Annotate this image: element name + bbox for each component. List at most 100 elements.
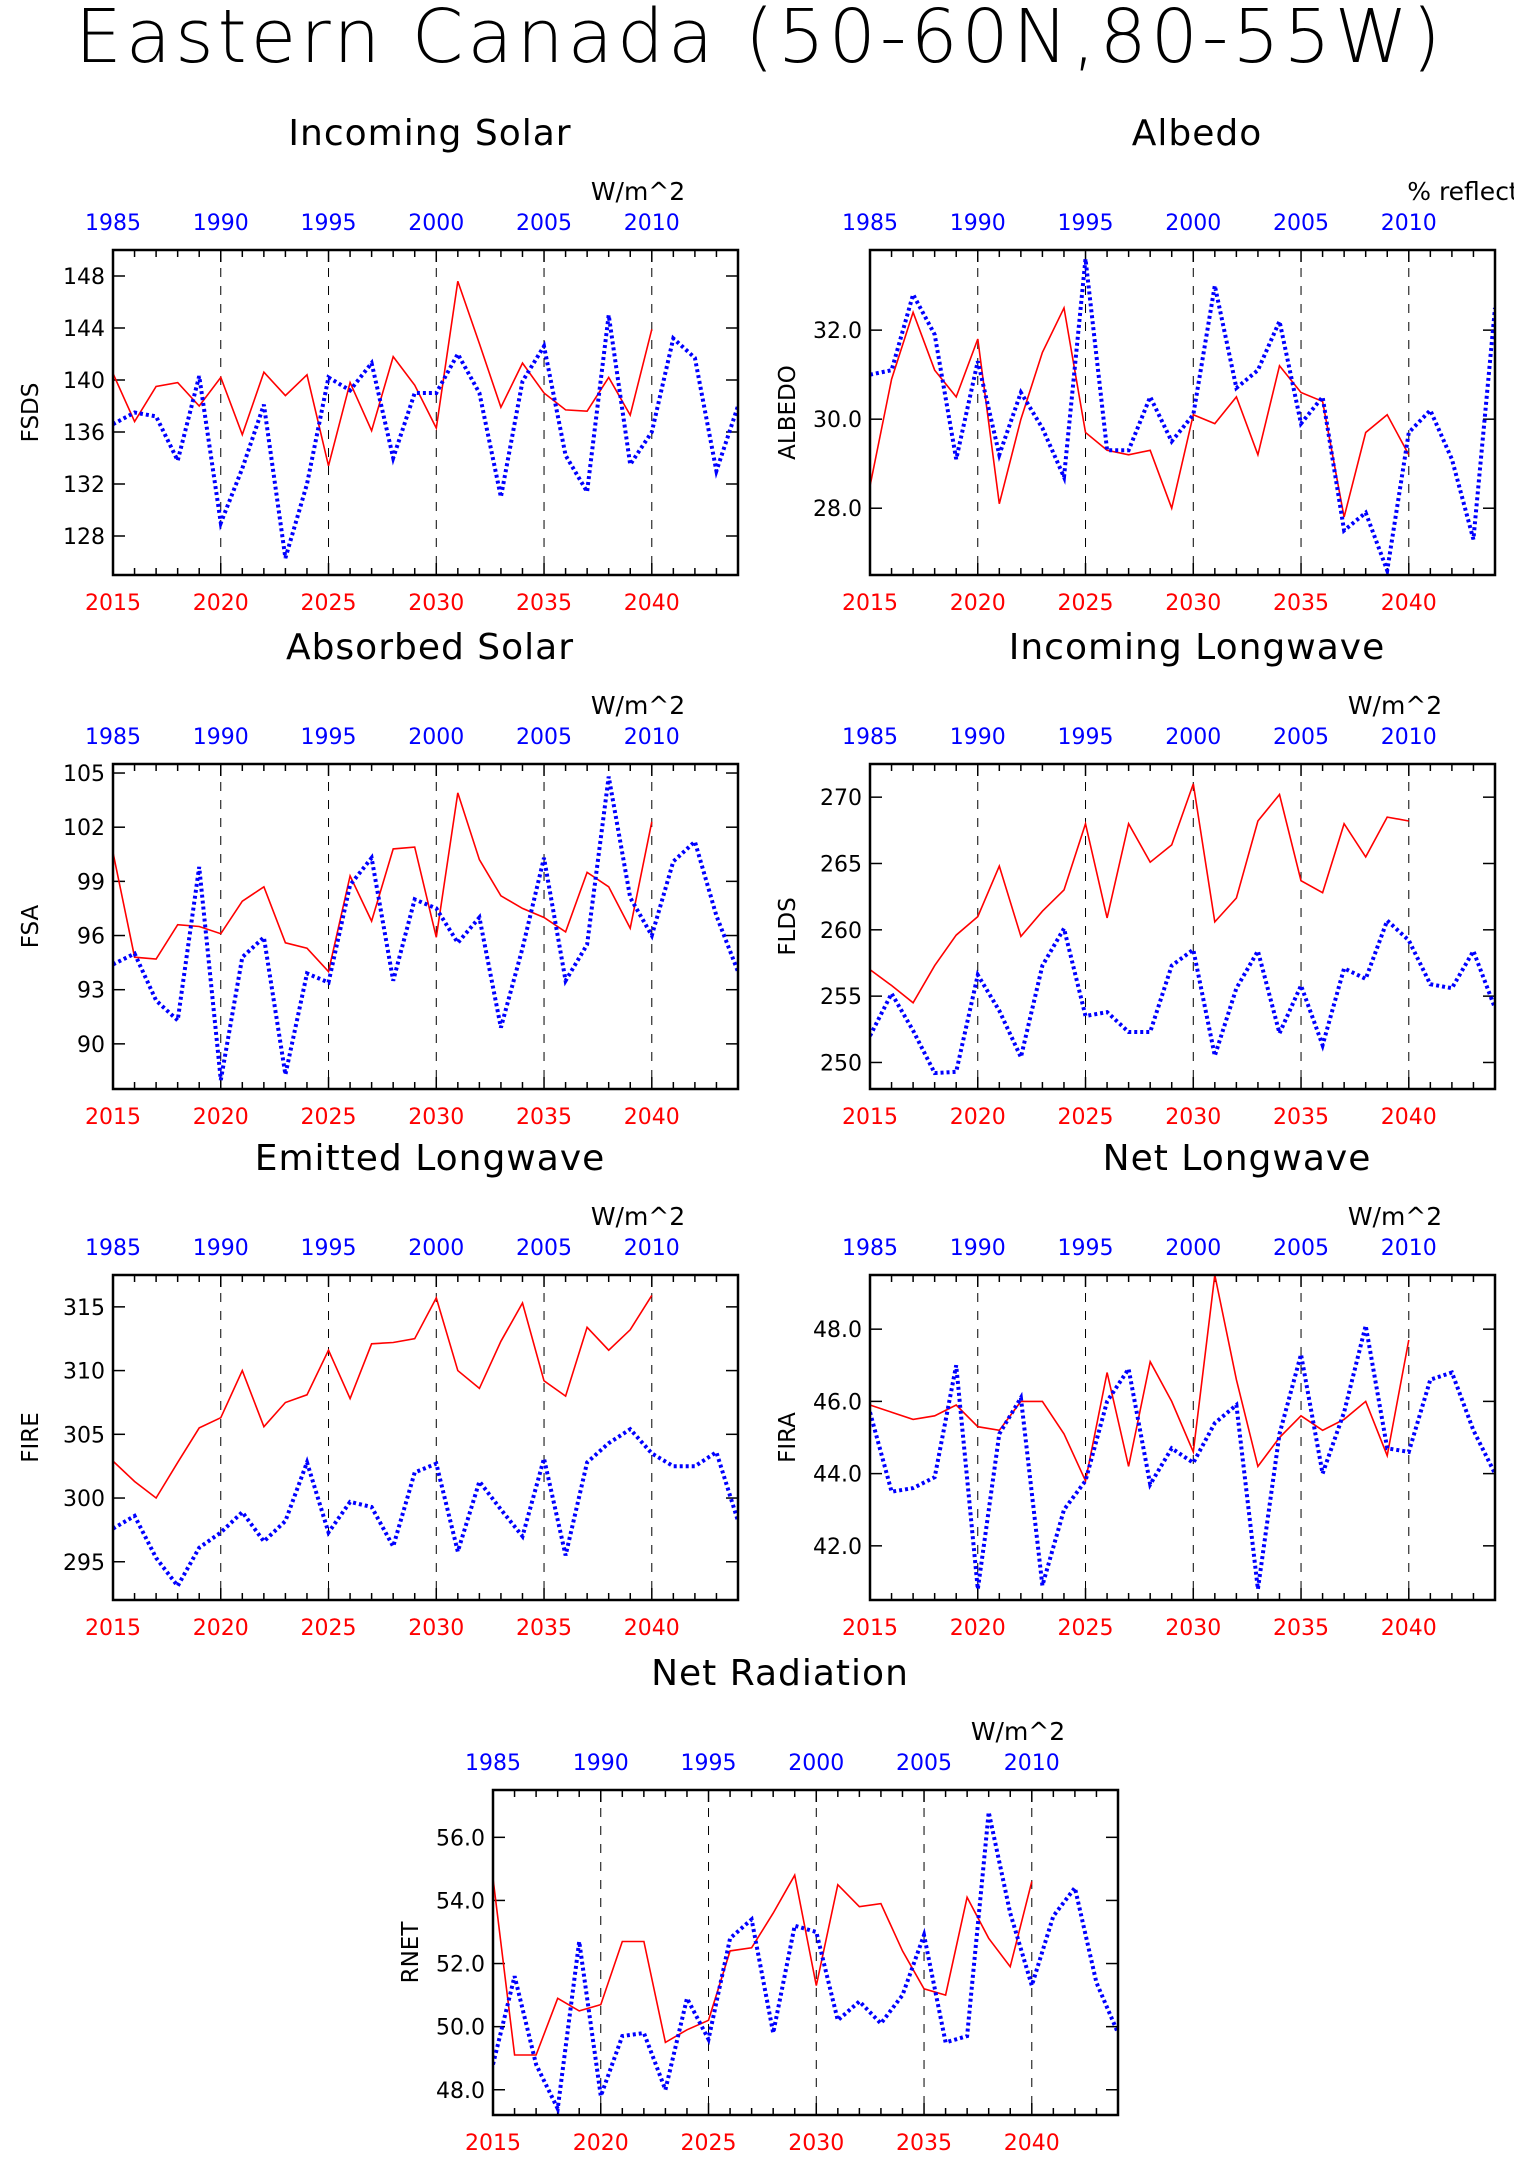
bottom-year-label: 2025 bbox=[301, 591, 357, 616]
top-year-label: 1990 bbox=[573, 1751, 629, 1776]
series-line-future bbox=[113, 1294, 653, 1500]
bottom-year-label: 2035 bbox=[1273, 591, 1329, 616]
top-year-label: 2010 bbox=[1381, 1236, 1437, 1261]
y-tick-label: 90 bbox=[77, 1033, 105, 1058]
bottom-year-label: 2040 bbox=[624, 1616, 680, 1641]
bottom-year-label: 2030 bbox=[1165, 1616, 1221, 1641]
y-tick-label: 46.0 bbox=[813, 1390, 862, 1415]
panel-title: Incoming Solar bbox=[288, 113, 571, 154]
y-tick-label: 44.0 bbox=[813, 1463, 862, 1488]
y-tick-label: 93 bbox=[77, 979, 105, 1004]
series-line-future bbox=[870, 783, 1409, 1005]
top-year-label: 2000 bbox=[408, 725, 464, 750]
top-year-label: 2000 bbox=[1165, 211, 1221, 236]
y-tick-label: 96 bbox=[77, 925, 105, 950]
unit-label: % reflected bbox=[1407, 177, 1514, 206]
y-tick-label: 56.0 bbox=[436, 1826, 485, 1851]
series-line-future bbox=[870, 1275, 1410, 1484]
bottom-year-label: 2040 bbox=[624, 591, 680, 616]
series-line-historical bbox=[113, 1426, 738, 1590]
panel-title: Albedo bbox=[1132, 113, 1263, 154]
top-year-label: 2005 bbox=[1273, 1236, 1329, 1261]
top-year-label: 1995 bbox=[1058, 1236, 1114, 1261]
y-axis-label: FIRA bbox=[775, 1412, 801, 1463]
top-year-label: 1995 bbox=[681, 1751, 737, 1776]
bottom-year-label: 2020 bbox=[573, 2131, 629, 2156]
y-tick-label: 310 bbox=[63, 1360, 105, 1385]
bottom-year-label: 2025 bbox=[1058, 1105, 1114, 1130]
top-year-label: 2000 bbox=[1165, 1236, 1221, 1261]
unit-label: W/m^2 bbox=[971, 1717, 1065, 1746]
y-tick-label: 250 bbox=[820, 1051, 862, 1076]
y-tick-label: 42.0 bbox=[813, 1535, 862, 1560]
y-tick-label: 32.0 bbox=[813, 319, 862, 344]
unit-label: W/m^2 bbox=[1348, 1202, 1442, 1231]
series-line-future bbox=[113, 280, 653, 467]
bottom-year-label: 2020 bbox=[950, 591, 1006, 616]
bottom-year-label: 2015 bbox=[85, 591, 141, 616]
top-year-label: 2000 bbox=[408, 1236, 464, 1261]
y-tick-label: 99 bbox=[77, 870, 105, 895]
unit-label: W/m^2 bbox=[1348, 691, 1442, 720]
panel-title: Absorbed Solar bbox=[286, 627, 574, 668]
bottom-year-label: 2020 bbox=[193, 1616, 249, 1641]
chart-incoming-longwave: Incoming Longwave W/m^2 270 265 260 255 250 201… bbox=[775, 627, 1497, 1130]
top-year-label: 1985 bbox=[85, 211, 141, 236]
bottom-year-label: 2040 bbox=[1381, 1105, 1437, 1130]
bottom-year-label: 2040 bbox=[1381, 1616, 1437, 1641]
bottom-year-label: 2030 bbox=[1165, 591, 1221, 616]
chart-emitted-longwave: Emitted Longwave W/m^2 315 310 305 300 295 2015… bbox=[18, 1138, 740, 1641]
bottom-year-label: 2030 bbox=[1165, 1105, 1221, 1130]
top-year-label: 1985 bbox=[842, 1236, 898, 1261]
bottom-year-label: 2015 bbox=[842, 591, 898, 616]
top-year-label: 2010 bbox=[624, 725, 680, 750]
bottom-year-label: 2035 bbox=[1273, 1105, 1329, 1130]
top-year-label: 2010 bbox=[1381, 211, 1437, 236]
y-tick-label: 52.0 bbox=[436, 1953, 485, 1978]
y-tick-label: 105 bbox=[63, 762, 105, 787]
top-year-label: 2010 bbox=[1004, 1751, 1060, 1776]
bottom-year-label: 2035 bbox=[516, 1616, 572, 1641]
bottom-year-label: 2015 bbox=[842, 1616, 898, 1641]
y-tick-label: 260 bbox=[820, 919, 862, 944]
bottom-year-label: 2040 bbox=[1381, 591, 1437, 616]
bottom-year-label: 2030 bbox=[408, 1105, 464, 1130]
y-tick-label: 140 bbox=[63, 369, 105, 394]
bottom-year-label: 2025 bbox=[1058, 591, 1114, 616]
y-tick-label: 128 bbox=[63, 525, 105, 550]
bottom-year-label: 2030 bbox=[408, 1616, 464, 1641]
bottom-year-label: 2025 bbox=[301, 1105, 357, 1130]
plot-frame bbox=[111, 1273, 740, 1602]
y-tick-label: 305 bbox=[63, 1423, 105, 1448]
top-year-label: 2005 bbox=[1273, 211, 1329, 236]
y-tick-label: 132 bbox=[63, 473, 105, 498]
chart-absorbed-solar: Absorbed Solar W/m^2 105 102 99 96 93 90 2015 202… bbox=[18, 627, 740, 1130]
plot-frame bbox=[111, 248, 740, 577]
y-tick-label: 315 bbox=[63, 1296, 105, 1321]
top-year-label: 1985 bbox=[85, 725, 141, 750]
top-year-label: 1990 bbox=[950, 1236, 1006, 1261]
bottom-year-label: 2025 bbox=[681, 2131, 737, 2156]
panel-title: Net Longwave bbox=[1103, 1138, 1372, 1179]
bottom-year-label: 2030 bbox=[788, 2131, 844, 2156]
plot-frame bbox=[491, 1788, 1120, 2117]
y-tick-label: 300 bbox=[63, 1487, 105, 1512]
top-year-label: 2005 bbox=[516, 211, 572, 236]
series-line-historical bbox=[113, 314, 738, 559]
top-year-label: 1985 bbox=[465, 1751, 521, 1776]
plot-frame bbox=[868, 248, 1497, 577]
top-year-label: 1985 bbox=[85, 1236, 141, 1261]
y-axis-label: FLDS bbox=[775, 897, 801, 955]
series-line-historical bbox=[870, 917, 1495, 1076]
y-tick-label: 144 bbox=[63, 317, 105, 342]
series-line-historical bbox=[870, 258, 1495, 575]
y-tick-label: 50.0 bbox=[436, 2016, 485, 2041]
bottom-year-label: 2015 bbox=[85, 1616, 141, 1641]
top-year-label: 2005 bbox=[1273, 725, 1329, 750]
bottom-year-label: 2040 bbox=[624, 1105, 680, 1130]
series-line-historical bbox=[493, 1811, 1118, 2115]
y-tick-label: 270 bbox=[820, 786, 862, 811]
top-year-label: 2005 bbox=[516, 1236, 572, 1261]
unit-label: W/m^2 bbox=[591, 177, 685, 206]
unit-label: W/m^2 bbox=[591, 1202, 685, 1231]
